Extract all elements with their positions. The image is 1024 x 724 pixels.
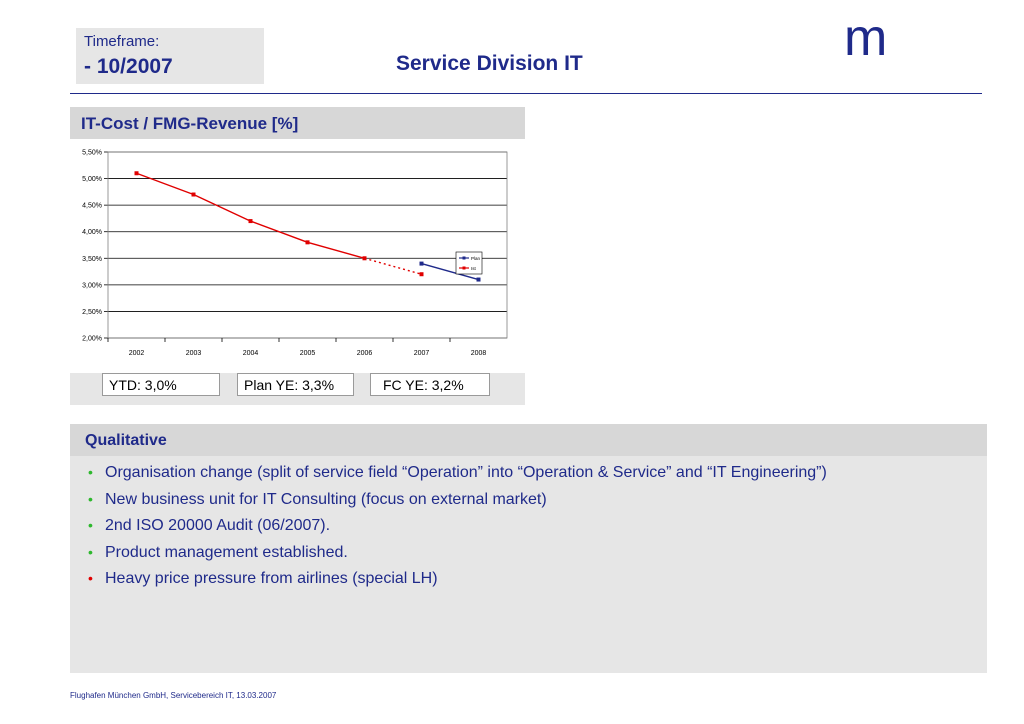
list-item-text: 2nd ISO 20000 Audit (06/2007). [105, 517, 331, 534]
x-tick-label: 2007 [414, 350, 430, 357]
y-tick-label: 3,50% [82, 256, 102, 263]
x-tick-label: 2002 [129, 350, 145, 357]
kpi-plan-ye: Plan YE: 3,3% [237, 373, 354, 396]
chart-title: IT-Cost / FMG-Revenue [%] [81, 114, 299, 133]
timeframe-label: Timeframe: [84, 33, 160, 50]
series-line-ist [193, 193, 251, 222]
header-divider [70, 93, 982, 94]
y-tick-label: 2,50% [82, 309, 102, 316]
qualitative-header: Qualitative [70, 424, 987, 456]
x-tick-label: 2006 [357, 350, 373, 357]
list-item: • Organisation change (split of service … [88, 464, 827, 491]
line-chart: 2,00% 2,50% 3,00% 3,50% 4,00% 4,50% 5,00% 5,50%… [82, 150, 508, 357]
bullet-icon: • [88, 517, 93, 533]
y-tick-label: 5,00% [82, 176, 102, 183]
qualitative-panel: Qualitative • Organisation change (split… [70, 424, 987, 673]
series-line-ist [250, 220, 308, 243]
x-tick-label: 2005 [300, 350, 316, 357]
list-item: • Heavy price pressure from airlines (sp… [88, 570, 827, 597]
chart-area: 2,00% 2,50% 3,00% 3,50% 4,00% 4,50% 5,00% 5,50%… [70, 139, 525, 373]
y-tick-label: 5,50% [82, 150, 102, 157]
chart-panel: IT-Cost / FMG-Revenue [%] 2,00% 2,50% 3,00… [70, 107, 525, 405]
y-tick-label: 3,00% [82, 282, 102, 289]
series-line-plan [421, 262, 479, 281]
company-logo: m [844, 9, 888, 67]
data-point-ist [362, 256, 367, 261]
list-item: • Product management established. [88, 544, 827, 571]
series-line-ist [307, 241, 365, 259]
footer-text: Flughafen München GmbH, Servicebereich I… [70, 691, 277, 700]
list-item-text: Heavy price pressure from airlines (spec… [105, 570, 438, 587]
data-point-ist [248, 219, 253, 224]
list-item: • 2nd ISO 20000 Audit (06/2007). [88, 517, 827, 544]
legend-marker [462, 256, 466, 260]
plot-frame [107, 151, 508, 339]
legend-marker [462, 266, 466, 270]
bullet-icon: • [88, 543, 93, 560]
y-tick-label: 4,50% [82, 203, 102, 210]
data-point-ist [134, 171, 139, 176]
qualitative-title: Qualitative [85, 432, 167, 449]
legend-label: Plan [471, 256, 481, 261]
series-line-ist [136, 172, 194, 196]
x-tick-label: 2004 [243, 350, 259, 357]
chart-header: IT-Cost / FMG-Revenue [%] [70, 107, 525, 139]
qualitative-list: • Organisation change (split of service … [88, 464, 827, 597]
kpi-ytd: YTD: 3,0% [102, 373, 220, 396]
x-tick-label: 2003 [186, 350, 202, 357]
data-point-ist [191, 192, 196, 197]
timeframe-value: - 10/2007 [84, 55, 173, 78]
list-item-text: New business unit for IT Consulting (foc… [105, 490, 547, 508]
list-item-text: Product management established. [105, 543, 348, 561]
list-item: • New business unit for IT Consulting (f… [88, 491, 827, 518]
y-tick-label: 4,00% [82, 229, 102, 236]
data-point-ist [305, 240, 310, 245]
timeframe-box: Timeframe: - 10/2007 [76, 28, 264, 84]
data-point-plan [476, 277, 481, 282]
y-tick-label: 2,00% [82, 336, 102, 343]
legend-label: Ist [471, 266, 477, 271]
bullet-icon: • [88, 570, 93, 586]
page-title: Service Division IT [396, 52, 583, 75]
kpi-fc-ye: FC YE: 3,2% [370, 373, 490, 396]
list-item-text: Organisation change (split of service fi… [105, 464, 827, 481]
x-tick-label: 2008 [471, 350, 487, 357]
data-point-plan [419, 261, 424, 266]
bullet-icon: • [88, 490, 93, 507]
data-point-ist [419, 272, 424, 277]
series-line-ist [364, 257, 422, 275]
bullet-icon: • [88, 464, 93, 480]
